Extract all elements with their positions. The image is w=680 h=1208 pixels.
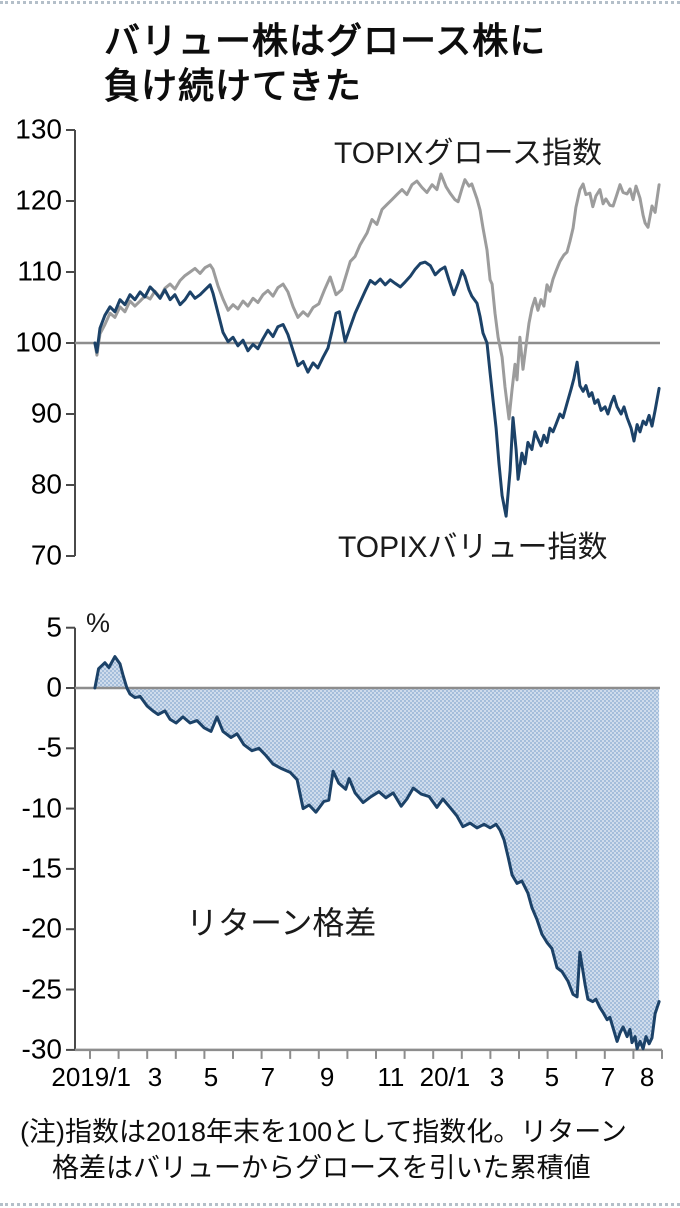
- growth-index-line: [93, 172, 661, 421]
- dotted-divider-bottom: [0, 1203, 680, 1206]
- chart-title-line-1: バリュー株はグロース株に: [104, 20, 547, 61]
- value-index-line: [93, 260, 661, 518]
- return-gap-line: [93, 655, 661, 1051]
- chart-title: バリュー株はグロース株に 負け続けてきた: [104, 18, 546, 108]
- chart-title-line-2: 負け続けてきた: [104, 65, 362, 106]
- dotted-divider-top: [0, 1, 680, 4]
- return-gap-fill: [94, 656, 660, 1049]
